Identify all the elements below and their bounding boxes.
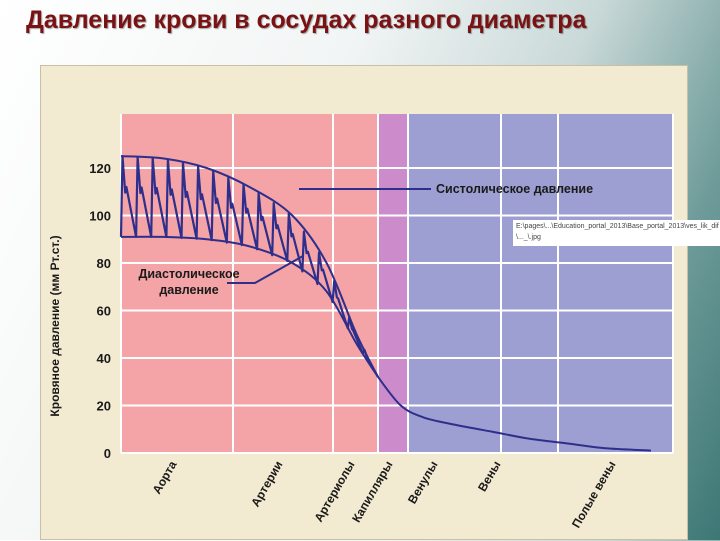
region-band: [408, 114, 673, 453]
y-tick-label: 120: [89, 161, 111, 176]
y-axis-ticks: 0 20 40 60 80 100 120: [89, 161, 111, 461]
x-category-label: Полые вены: [569, 459, 619, 531]
slide-title: Давление крови в сосудах разного диаметр…: [26, 6, 587, 34]
y-tick-label: 0: [104, 446, 111, 461]
systolic-annotation: Систолическое давление: [436, 182, 593, 196]
x-category-label: Капилляры: [349, 459, 395, 525]
file-path-note: E:\pages\...\Education_portal_2013\Base_…: [513, 220, 720, 246]
region-band: [333, 114, 378, 453]
x-category-label: Аорта: [150, 458, 180, 496]
pulse-waveform: [119, 155, 379, 378]
y-tick-label: 100: [89, 209, 111, 224]
x-category-label: Вены: [475, 459, 504, 494]
diastolic-annotation: Диастолическое давление: [138, 267, 239, 297]
y-axis-label: Кровяное давление (мм Рт.ст.): [48, 235, 62, 416]
y-tick-label: 40: [97, 351, 111, 366]
mean-pressure-line: [377, 376, 652, 452]
diastolic-annotation-line: Диастолическое: [138, 267, 239, 281]
chart-annotations: Систолическое давление Диастолическое давл…: [138, 182, 593, 297]
y-tick-label: 60: [97, 304, 111, 319]
vessel-regions: [121, 114, 673, 453]
region-band: [378, 114, 408, 453]
x-category-label: Венулы: [405, 459, 441, 507]
chart-panel: 0 20 40 60 80 100 120 Аорта Артерии Артериолы Кап…: [40, 65, 688, 540]
y-tick-label: 80: [97, 256, 111, 271]
x-category-label: Артерии: [248, 459, 285, 510]
grid-lines: [120, 114, 674, 454]
diastolic-annotation-line: давление: [159, 283, 218, 297]
diastolic-pointer-line: [227, 255, 304, 284]
pressure-series: [119, 155, 652, 452]
y-tick-label: 20: [97, 399, 111, 414]
